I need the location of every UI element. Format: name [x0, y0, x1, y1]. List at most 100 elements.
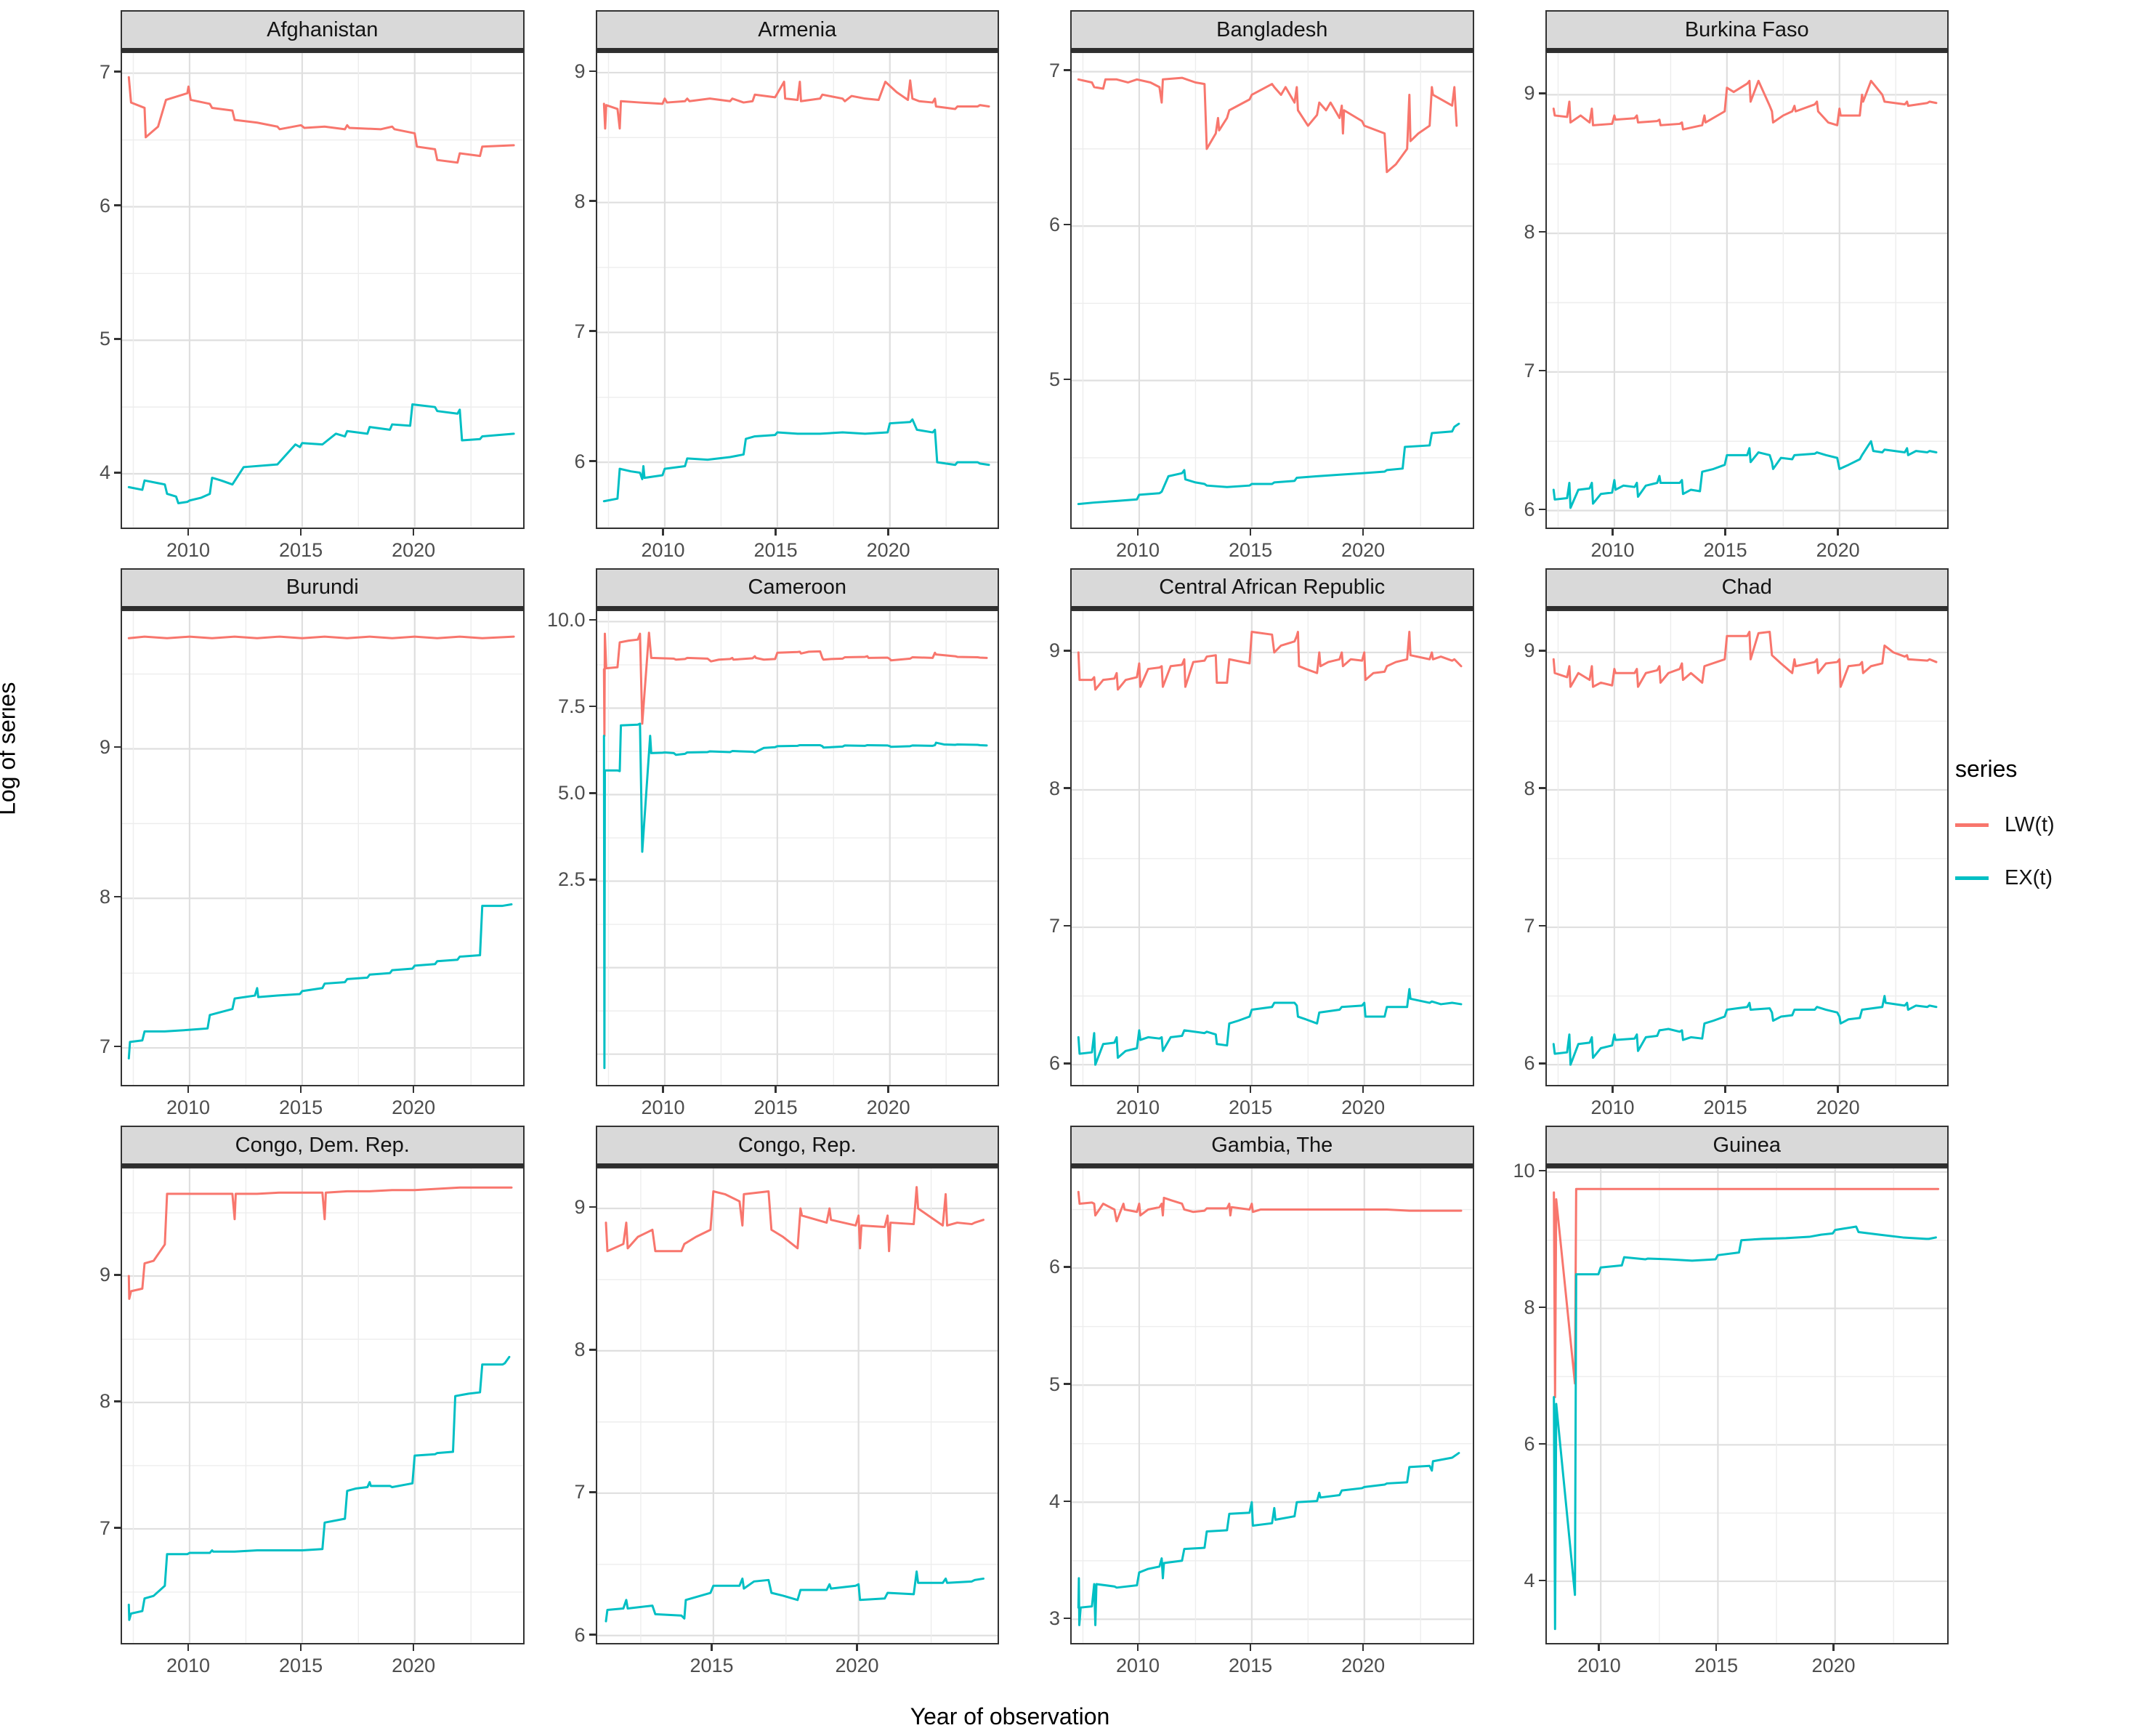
x-tick-mark — [1136, 1644, 1139, 1651]
y-axis: 7 8 9 — [71, 610, 121, 1087]
series-line-lw — [1077, 76, 1458, 174]
facet-strip-title: Congo, Rep. — [595, 1126, 999, 1168]
x-tick-mark — [1136, 528, 1139, 536]
facet-burundi: Burundi 7 8 9 2010 2015 2020 — [71, 568, 525, 1122]
x-tick-mark — [412, 1086, 415, 1094]
x-tick-label: 2010 — [1577, 1655, 1621, 1676]
y-axis: 7 8 9 — [71, 1167, 121, 1644]
y-tick-mark — [1064, 1383, 1070, 1385]
y-tick-mark — [1538, 1442, 1545, 1445]
legend-label-lw: LW(t) — [2005, 813, 2055, 836]
y-tick-mark — [1538, 1062, 1545, 1065]
y-tick-label: 7 — [574, 320, 586, 342]
facet-plot — [597, 610, 998, 1086]
x-tick-label: 2010 — [166, 1097, 211, 1119]
y-tick-mark — [589, 1349, 596, 1351]
series-line-ex — [1552, 440, 1938, 509]
y-tick-mark — [589, 460, 596, 462]
facet-chad: Chad 6 7 8 9 2010 2015 2020 — [1496, 568, 1949, 1122]
facet-strip-title: Bangladesh — [1070, 10, 1474, 52]
x-tick-mark — [1832, 1644, 1835, 1651]
facet-plot — [1072, 610, 1473, 1086]
x-axis: 2015 2020 — [596, 1644, 1000, 1679]
facet-plot — [1546, 610, 1947, 1086]
y-tick-mark — [589, 879, 596, 881]
y-tick-mark — [1538, 924, 1545, 927]
x-tick-mark — [1612, 1086, 1614, 1094]
x-axis: 2010 2015 2020 — [596, 1086, 1000, 1121]
y-tick-label: 6 — [1524, 1052, 1535, 1075]
x-axis: 2010 2015 2020 — [1070, 1086, 1474, 1121]
y-tick-mark — [589, 792, 596, 794]
y-tick-label: 8 — [99, 886, 110, 908]
y-tick-label: 7.5 — [557, 695, 586, 718]
y-tick-label: 9 — [574, 60, 586, 82]
plot-panel — [1070, 1167, 1474, 1644]
y-tick-label: 5.0 — [557, 782, 586, 804]
x-tick-label: 2020 — [392, 538, 436, 561]
y-tick-label: 9 — [1048, 639, 1060, 662]
facet-strip-title: Congo, Dem. Rep. — [121, 1126, 525, 1168]
facet-grid: Afghanistan 4 5 6 7 2010 2015 2020 Armenia 6 7 8 9 20… — [71, 10, 1949, 1679]
x-tick-label: 2015 — [279, 538, 323, 561]
y-axis: 4 5 6 7 — [71, 52, 121, 529]
plot-panel — [1545, 1167, 1949, 1644]
y-tick-label: 4 — [1524, 1569, 1535, 1591]
x-tick-mark — [1362, 1086, 1364, 1094]
x-axis: 2010 2015 2020 — [1545, 1644, 1949, 1679]
y-tick-label: 5 — [1048, 368, 1060, 390]
plot-panel — [121, 609, 525, 1087]
x-tick-label: 2020 — [1816, 538, 1860, 561]
y-axis-title: Log of series — [0, 682, 20, 815]
x-tick-mark — [662, 528, 664, 536]
x-tick-label: 2015 — [1229, 538, 1273, 561]
y-tick-label: 6 — [574, 450, 586, 472]
y-tick-label: 7 — [1524, 360, 1535, 382]
y-tick-mark — [1538, 92, 1545, 94]
y-tick-mark — [1064, 1500, 1070, 1503]
x-tick-mark — [299, 528, 302, 536]
y-tick-mark — [589, 1491, 596, 1493]
series-line-lw — [127, 76, 515, 164]
x-tick-mark — [1612, 528, 1614, 536]
y-axis: 6 7 8 9 — [546, 1167, 596, 1644]
x-tick-label: 2015 — [279, 1097, 323, 1119]
facet-plot — [1072, 53, 1473, 528]
legend: series LW(t) EX(t) — [1955, 756, 2126, 919]
y-tick-mark — [1064, 378, 1070, 381]
y-tick-mark — [589, 705, 596, 708]
y-tick-mark — [589, 1634, 596, 1636]
x-tick-label: 2020 — [392, 1097, 436, 1119]
x-tick-label: 2010 — [1115, 538, 1160, 561]
y-tick-mark — [589, 1206, 596, 1208]
facet-strip-title: Burkina Faso — [1545, 10, 1949, 52]
facet-plot — [597, 1168, 998, 1643]
y-tick-mark — [589, 618, 596, 621]
series-line-lw — [1552, 630, 1938, 688]
series-line-lw — [604, 1186, 984, 1253]
y-tick-label: 10 — [1513, 1160, 1535, 1182]
x-tick-mark — [775, 1086, 777, 1094]
x-axis: 2010 2015 2020 — [1070, 528, 1474, 564]
y-tick-mark — [114, 1045, 121, 1048]
facet-strip-title: Gambia, The — [1070, 1126, 1474, 1168]
y-tick-mark — [114, 204, 121, 206]
y-axis: 5 6 7 — [1021, 52, 1070, 529]
y-tick-label: 6 — [1524, 1432, 1535, 1455]
x-tick-mark — [711, 1644, 713, 1651]
y-axis: 6 7 8 9 — [546, 52, 596, 529]
x-tick-label: 2010 — [1590, 1097, 1635, 1119]
y-tick-mark — [589, 200, 596, 202]
y-tick-mark — [1064, 787, 1070, 789]
y-tick-label: 9 — [99, 1264, 110, 1286]
x-tick-mark — [1715, 1644, 1718, 1651]
x-tick-label: 2020 — [866, 538, 910, 561]
y-tick-label: 9 — [1524, 82, 1535, 105]
y-tick-label: 7 — [99, 1517, 110, 1539]
x-axis: 2010 2015 2020 — [1070, 1644, 1474, 1679]
facet-plot — [122, 53, 523, 528]
y-tick-mark — [1064, 924, 1070, 927]
series-line-ex — [1077, 1452, 1460, 1627]
facet-armenia: Armenia 6 7 8 9 2010 2015 2020 — [546, 10, 999, 564]
